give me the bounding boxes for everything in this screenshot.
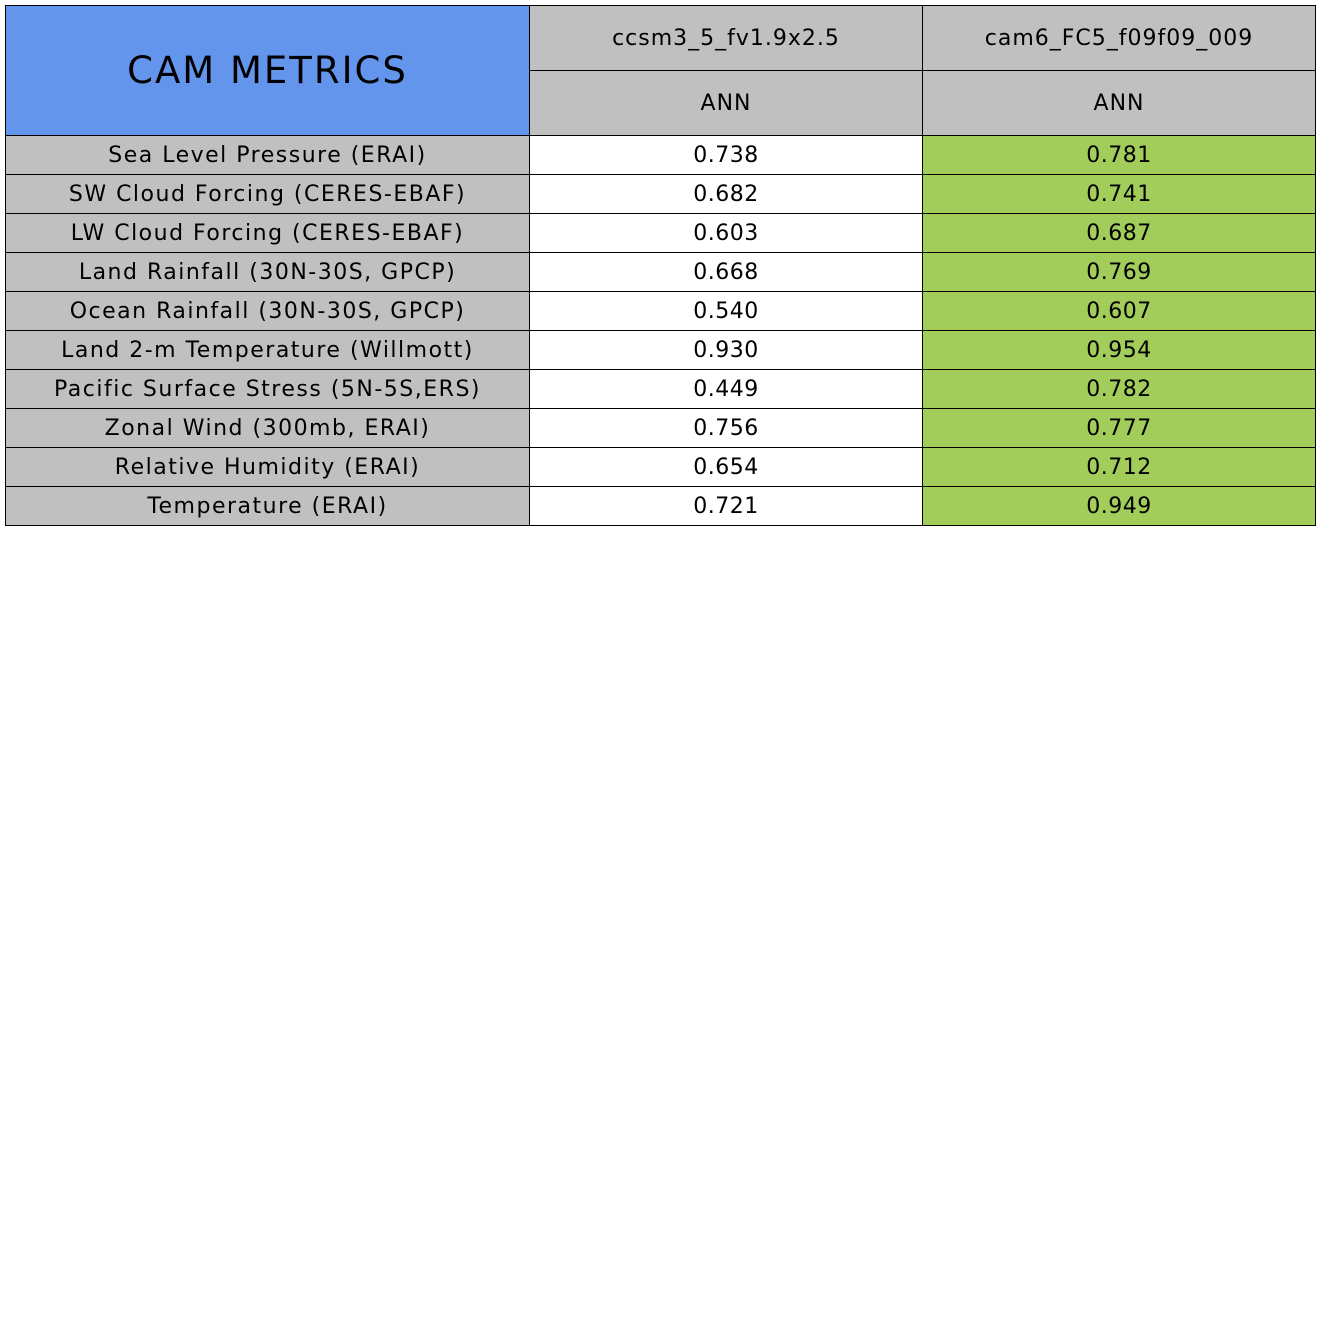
metric-value-0: 0.603 — [529, 213, 923, 253]
metric-label: Pacific Surface Stress (5N-5S,ERS) — [5, 369, 530, 409]
metric-value-0: 0.930 — [529, 330, 923, 370]
metric-value-0: 0.756 — [529, 408, 923, 448]
table-row: Pacific Surface Stress (5N-5S,ERS) 0.449 0… — [5, 369, 1316, 409]
metric-label: Land 2-m Temperature (Willmott) — [5, 330, 530, 370]
table-row: Zonal Wind (300mb, ERAI) 0.756 0.777 — [5, 408, 1316, 448]
table-row: Relative Humidity (ERAI) 0.654 0.712 — [5, 447, 1316, 487]
metric-value-1: 0.781 — [922, 135, 1316, 175]
metric-value-0: 0.682 — [529, 174, 923, 214]
metric-value-1: 0.949 — [922, 486, 1316, 526]
metric-label: Temperature (ERAI) — [5, 486, 530, 526]
case-header-0: ccsm3_5_fv1.9x2.5 — [529, 5, 923, 71]
table-row: Temperature (ERAI) 0.721 0.949 — [5, 486, 1316, 526]
metric-value-1: 0.741 — [922, 174, 1316, 214]
season-header-row: ANN ANN — [6, 70, 1316, 136]
table-row: Ocean Rainfall (30N-30S, GPCP) 0.540 0.607 — [5, 291, 1316, 331]
season-header-0: ANN — [529, 70, 923, 136]
table-row: Sea Level Pressure (ERAI) 0.738 0.781 — [5, 135, 1316, 175]
metric-value-0: 0.654 — [529, 447, 923, 487]
metric-label: Sea Level Pressure (ERAI) — [5, 135, 530, 175]
case-header-1: cam6_FC5_f09f09_009 — [922, 5, 1316, 71]
metric-value-0: 0.721 — [529, 486, 923, 526]
metric-label: Land Rainfall (30N-30S, GPCP) — [5, 252, 530, 292]
metric-value-0: 0.738 — [529, 135, 923, 175]
metric-label: Zonal Wind (300mb, ERAI) — [5, 408, 530, 448]
metric-value-1: 0.769 — [922, 252, 1316, 292]
table-row: LW Cloud Forcing (CERES-EBAF) 0.603 0.687 — [5, 213, 1316, 253]
metric-value-0: 0.540 — [529, 291, 923, 331]
metric-value-1: 0.607 — [922, 291, 1316, 331]
table-row: Land 2-m Temperature (Willmott) 0.930 0.95… — [5, 330, 1316, 370]
cam-metrics-table: CAM METRICS ccsm3_5_fv1.9x2.5 cam6_FC5_f… — [5, 5, 1316, 526]
metric-value-1: 0.687 — [922, 213, 1316, 253]
metric-value-1: 0.954 — [922, 330, 1316, 370]
case-header-row: CAM METRICS ccsm3_5_fv1.9x2.5 cam6_FC5_f… — [5, 5, 1316, 136]
metric-label: Ocean Rainfall (30N-30S, GPCP) — [5, 291, 530, 331]
metrics-body: Sea Level Pressure (ERAI) 0.738 0.781 SW Cl… — [5, 135, 1316, 526]
season-header-1: ANN — [922, 70, 1316, 136]
metric-value-1: 0.777 — [922, 408, 1316, 448]
metric-value-0: 0.668 — [529, 252, 923, 292]
metric-value-0: 0.449 — [529, 369, 923, 409]
metric-label: Relative Humidity (ERAI) — [5, 447, 530, 487]
metric-value-1: 0.782 — [922, 369, 1316, 409]
table-row: SW Cloud Forcing (CERES-EBAF) 0.682 0.741 — [5, 174, 1316, 214]
table-title: CAM METRICS — [5, 5, 530, 136]
metric-value-1: 0.712 — [922, 447, 1316, 487]
table-row: Land Rainfall (30N-30S, GPCP) 0.668 0.769 — [5, 252, 1316, 292]
metric-label: SW Cloud Forcing (CERES-EBAF) — [5, 174, 530, 214]
metric-label: LW Cloud Forcing (CERES-EBAF) — [5, 213, 530, 253]
